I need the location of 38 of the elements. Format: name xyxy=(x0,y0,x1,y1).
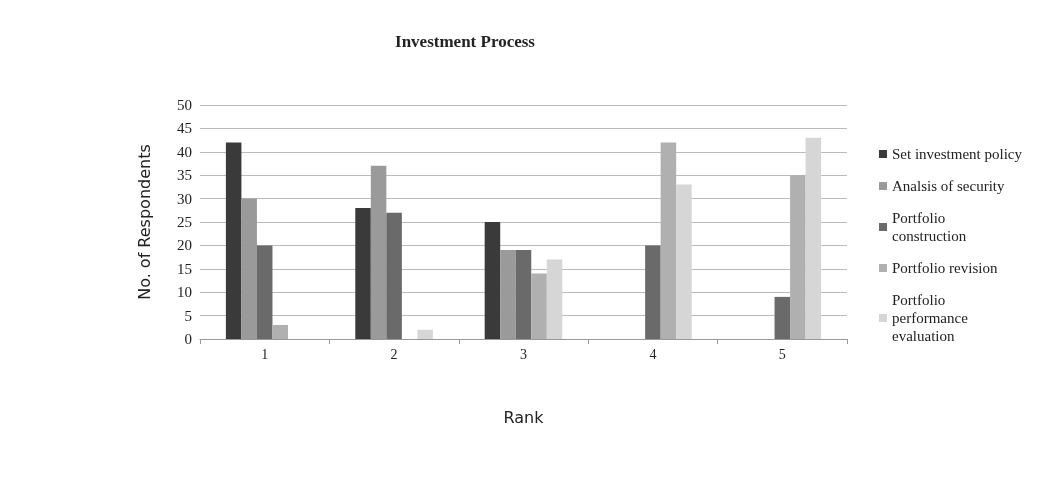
bar xyxy=(417,329,433,339)
bar xyxy=(386,212,402,339)
y-tick-label: 35 xyxy=(177,167,192,184)
bar xyxy=(225,142,242,339)
x-tick-label: 5 xyxy=(778,346,786,362)
y-tick-label: 10 xyxy=(177,284,192,301)
x-tick-label: 4 xyxy=(649,346,657,362)
x-axis-title: Rank xyxy=(503,407,545,427)
bar xyxy=(355,207,371,339)
chart-title: Investment Process xyxy=(395,32,536,51)
bar xyxy=(256,245,273,339)
legend-label: Portfolio performance evaluation xyxy=(892,292,972,344)
y-tick-label: 40 xyxy=(177,143,192,160)
y-tick-label: 15 xyxy=(177,260,192,277)
x-tick-label: 3 xyxy=(520,346,527,362)
bar xyxy=(272,324,288,339)
y-tick-label: 30 xyxy=(177,190,192,207)
legend-label: Portfolio construction xyxy=(892,210,967,244)
legend-label: Portfolio revision xyxy=(892,260,998,276)
bar xyxy=(774,296,791,339)
bar xyxy=(645,245,661,339)
y-tick-label: 25 xyxy=(177,214,192,230)
y-tick-label: 5 xyxy=(184,307,192,324)
bar xyxy=(676,184,692,339)
bar xyxy=(484,222,501,339)
x-tick-label: 2 xyxy=(390,346,398,362)
bar xyxy=(546,259,563,339)
y-tick-label: 45 xyxy=(177,120,192,137)
legend-label: Analsis of security xyxy=(892,178,1005,194)
y-tick-label: 0 xyxy=(184,331,192,347)
bar xyxy=(515,250,532,339)
bar xyxy=(531,273,547,339)
bar xyxy=(805,137,822,339)
x-tick-label: 1 xyxy=(261,346,269,362)
y-axis-title: No. of Respondents xyxy=(134,144,154,300)
legend-label: Set investment policy xyxy=(892,146,1023,162)
y-tick-label: 50 xyxy=(177,97,192,113)
y-tick-label: 20 xyxy=(177,237,192,254)
